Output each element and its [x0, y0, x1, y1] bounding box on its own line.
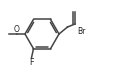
Text: F: F [29, 58, 34, 67]
Text: Br: Br [77, 27, 85, 35]
Text: O: O [14, 24, 19, 34]
